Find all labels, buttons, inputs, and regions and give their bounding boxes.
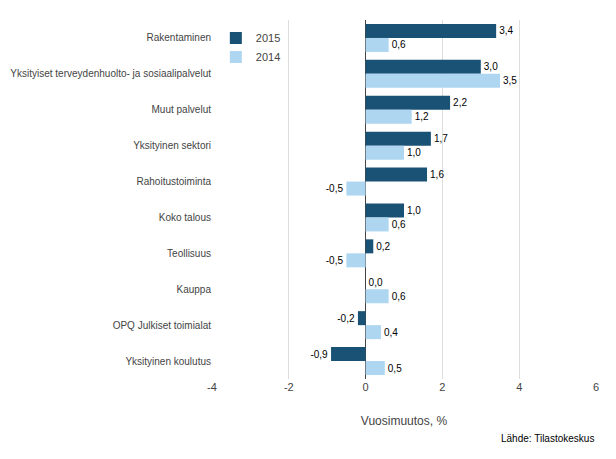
svg-text:Kauppa: Kauppa — [177, 284, 212, 295]
svg-text:0,2: 0,2 — [376, 241, 390, 252]
svg-text:OPQ Julkiset toimialat: OPQ Julkiset toimialat — [113, 320, 212, 331]
svg-text:4: 4 — [516, 381, 522, 393]
svg-text:0,0: 0,0 — [369, 277, 383, 288]
svg-text:3,4: 3,4 — [499, 25, 513, 36]
svg-text:Vuosimuutos, %: Vuosimuutos, % — [361, 414, 448, 428]
svg-text:6: 6 — [593, 381, 599, 393]
svg-text:Rahoitustoiminta: Rahoitustoiminta — [137, 176, 212, 187]
svg-text:-4: -4 — [207, 381, 217, 393]
svg-text:2: 2 — [439, 381, 445, 393]
svg-text:-0,5: -0,5 — [326, 183, 344, 194]
svg-text:-2: -2 — [284, 381, 294, 393]
svg-text:2,2: 2,2 — [453, 97, 467, 108]
svg-text:0: 0 — [363, 381, 369, 393]
svg-text:1,0: 1,0 — [407, 205, 421, 216]
svg-text:Yksityinen koulutus: Yksityinen koulutus — [125, 356, 211, 367]
svg-text:Yksityinen sektori: Yksityinen sektori — [133, 140, 211, 151]
svg-text:2014: 2014 — [256, 51, 280, 63]
svg-text:-0,5: -0,5 — [326, 255, 344, 266]
svg-text:3,0: 3,0 — [484, 61, 498, 72]
svg-text:Rakentaminen: Rakentaminen — [147, 32, 211, 43]
svg-text:-0,9: -0,9 — [310, 349, 328, 360]
svg-text:3,5: 3,5 — [503, 75, 517, 86]
svg-text:0,6: 0,6 — [392, 219, 406, 230]
svg-text:Yksityiset terveydenhuolto- ja: Yksityiset terveydenhuolto- ja sosiaalip… — [10, 68, 211, 79]
svg-text:1,6: 1,6 — [430, 169, 444, 180]
svg-text:0,5: 0,5 — [388, 363, 402, 374]
svg-text:Teollisuus: Teollisuus — [167, 248, 211, 259]
svg-text:1,2: 1,2 — [415, 111, 429, 122]
svg-text:Koko talous: Koko talous — [159, 212, 211, 223]
svg-text:Muut palvelut: Muut palvelut — [152, 104, 212, 115]
svg-text:1,0: 1,0 — [407, 147, 421, 158]
svg-text:1,7: 1,7 — [434, 133, 448, 144]
svg-text:0,6: 0,6 — [392, 39, 406, 50]
svg-text:Lähde: Tilastokeskus: Lähde: Tilastokeskus — [501, 433, 594, 444]
svg-text:-0,2: -0,2 — [337, 313, 355, 324]
svg-text:2015: 2015 — [256, 32, 280, 44]
svg-text:0,6: 0,6 — [392, 291, 406, 302]
svg-text:0,4: 0,4 — [384, 327, 398, 338]
